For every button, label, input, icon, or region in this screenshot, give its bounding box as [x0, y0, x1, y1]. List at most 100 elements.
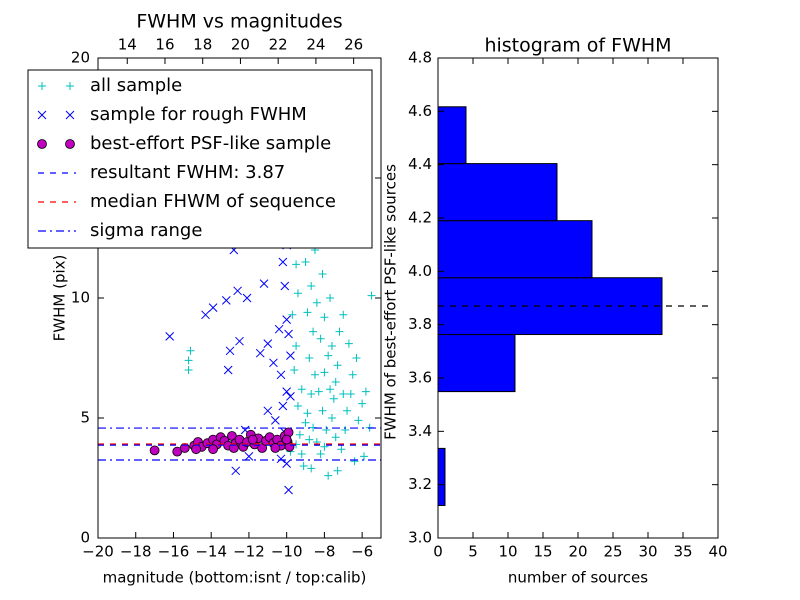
- bar: [437, 447, 446, 506]
- chart-title: histogram of FWHM: [484, 35, 671, 57]
- point: [186, 346, 195, 355]
- point: [331, 378, 340, 386]
- point: [242, 293, 252, 303]
- point: [346, 390, 355, 398]
- legend-label: median FHWM of sequence: [90, 191, 336, 212]
- legend-marker: [37, 110, 47, 120]
- point: [263, 406, 273, 416]
- point: [149, 445, 160, 456]
- point: [301, 418, 310, 427]
- point: [320, 313, 329, 322]
- x-tick-label: 20: [568, 543, 587, 561]
- point: [307, 390, 316, 398]
- legend-label: all sample: [90, 75, 182, 96]
- point: [247, 434, 258, 445]
- x-tick-label: 15: [533, 543, 552, 561]
- y-tick-label: 4.4: [408, 155, 432, 173]
- point: [350, 457, 359, 466]
- point: [293, 402, 302, 410]
- point: [339, 390, 348, 398]
- point: [318, 406, 327, 415]
- x-tick-label: 30: [638, 543, 657, 561]
- x-tick-label: 0: [433, 543, 443, 561]
- point: [221, 296, 231, 305]
- x2-tick-label: 20: [231, 36, 250, 54]
- point: [269, 358, 278, 368]
- y-tick-label: 4.6: [408, 102, 432, 120]
- point: [292, 342, 301, 350]
- legend-label: resultant FWHM: 3.87: [90, 162, 285, 183]
- point: [354, 416, 363, 425]
- point: [270, 416, 280, 425]
- point: [282, 315, 292, 324]
- point: [278, 257, 288, 267]
- x2-tick-label: 22: [269, 36, 288, 54]
- x2-tick-label: 18: [193, 36, 212, 54]
- x-axis-label: magnitude (bottom:isnt / top:calib): [103, 569, 367, 587]
- x2-tick-label: 26: [344, 36, 363, 54]
- point: [326, 385, 335, 394]
- y-axis-label: FWHM (pix): [51, 255, 69, 342]
- point: [329, 394, 338, 403]
- point: [361, 387, 370, 396]
- point: [333, 361, 342, 370]
- point: [184, 366, 193, 374]
- x2-tick-label: 16: [155, 36, 174, 54]
- point: [326, 294, 335, 302]
- point: [327, 342, 336, 350]
- point: [360, 452, 369, 461]
- point: [282, 387, 292, 396]
- point: [244, 452, 254, 461]
- x-tick-label: −6: [351, 543, 373, 561]
- x-tick-label: 25: [603, 543, 622, 561]
- point: [255, 348, 265, 358]
- point: [339, 310, 348, 319]
- legend-marker: [65, 139, 75, 149]
- point: [235, 336, 244, 346]
- legend: all sample sample for rough FWHM best-effo…: [27, 69, 373, 249]
- x-tick-label: −10: [271, 543, 303, 561]
- point: [331, 433, 340, 442]
- point: [367, 291, 376, 300]
- point: [223, 365, 233, 375]
- point: [208, 444, 218, 455]
- point: [299, 462, 308, 470]
- y-tick-label: 3.0: [408, 529, 432, 547]
- point: [320, 368, 329, 377]
- point: [225, 346, 235, 356]
- point: [335, 327, 344, 336]
- legend-box: [27, 69, 373, 249]
- point: [288, 310, 297, 319]
- legend-marker: [66, 82, 74, 90]
- point: [322, 426, 331, 434]
- y-tick-label: 3.4: [408, 422, 432, 440]
- y-tick-label: 0: [80, 529, 90, 547]
- point: [314, 387, 323, 396]
- x-tick-label: 10: [498, 543, 517, 561]
- x-tick-label: −14: [195, 543, 227, 561]
- point: [295, 430, 304, 439]
- point: [348, 370, 357, 379]
- point: [284, 329, 293, 339]
- bar: [437, 334, 516, 393]
- point: [286, 351, 295, 360]
- point: [318, 270, 327, 278]
- point: [231, 466, 241, 476]
- point: [301, 258, 310, 266]
- legend-marker: [38, 82, 46, 90]
- point: [337, 445, 346, 454]
- point: [281, 434, 292, 445]
- x2-tick-label: 24: [306, 36, 325, 54]
- y-tick-label: 5: [80, 409, 90, 427]
- point: [286, 392, 295, 401]
- x-tick-label: 40: [708, 543, 727, 561]
- point: [310, 370, 319, 379]
- y-axis-label: FWHM of best-effort PSF-like sources: [382, 164, 400, 440]
- point: [165, 332, 175, 341]
- point: [297, 385, 306, 394]
- point: [276, 370, 286, 380]
- point: [327, 414, 336, 422]
- point: [292, 260, 301, 269]
- legend-label: sample for rough FWHM: [90, 104, 307, 125]
